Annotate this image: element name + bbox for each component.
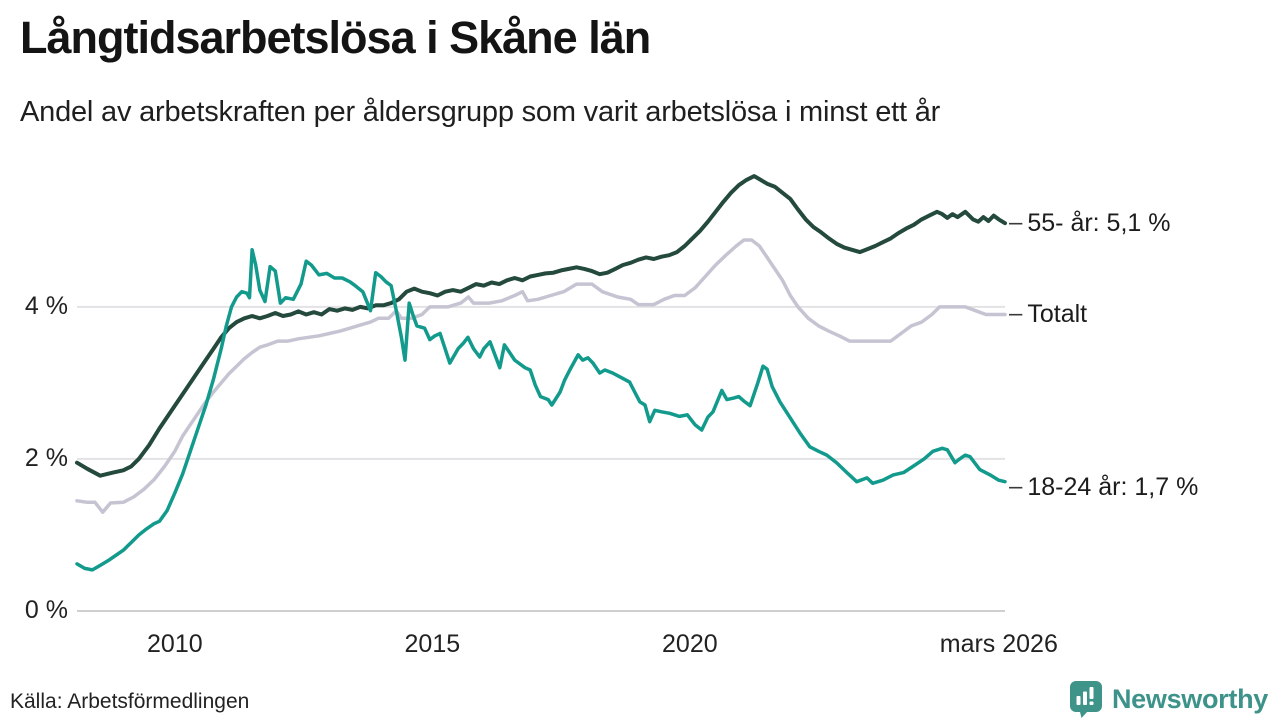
- page-subtitle: Andel av arbetskraften per åldersgrupp s…: [20, 96, 941, 128]
- x-axis-tick-label: 2020: [662, 630, 718, 658]
- series-line-totalt: [75, 238, 1007, 514]
- label-tick-dash: –: [1009, 300, 1023, 328]
- source-note: Källa: Arbetsförmedlingen: [10, 690, 250, 713]
- series-line-55-r: [75, 174, 1007, 478]
- brand-wordmark: Newsworthy: [1111, 683, 1268, 714]
- x-axis-tick-label: 2010: [147, 630, 203, 658]
- x-axis-tick-label: 2015: [404, 630, 461, 658]
- label-tick-dash: –: [1009, 209, 1023, 237]
- label-tick-dash: –: [1009, 472, 1023, 500]
- chart-bubble-icon: [1069, 681, 1102, 718]
- y-axis-tick-label: 2 %: [24, 443, 68, 472]
- y-axis-tick-label: 0 %: [24, 596, 68, 624]
- series-end-label-text: 18-24 år: 1,7 %: [1027, 472, 1199, 501]
- series-line-18-24-r: [75, 248, 1007, 572]
- x-axis-tick-label: mars 2026: [939, 630, 1058, 658]
- page-title: Långtidsarbetslösa i Skåne län: [20, 12, 651, 63]
- series-end-label-text: 55- år: 5,1 %: [1027, 209, 1171, 238]
- series-end-label: –18-24 år: 1,7 %: [1009, 471, 1198, 503]
- series-end-label-text: Totalt: [1027, 300, 1088, 329]
- series-end-label: – Totalt: [1009, 298, 1087, 330]
- newsworthy-logo: Newsworthy: [1069, 680, 1268, 718]
- series-end-label: –55- år: 5,1 %: [1009, 207, 1171, 239]
- y-axis-tick-label: 4 %: [24, 291, 68, 320]
